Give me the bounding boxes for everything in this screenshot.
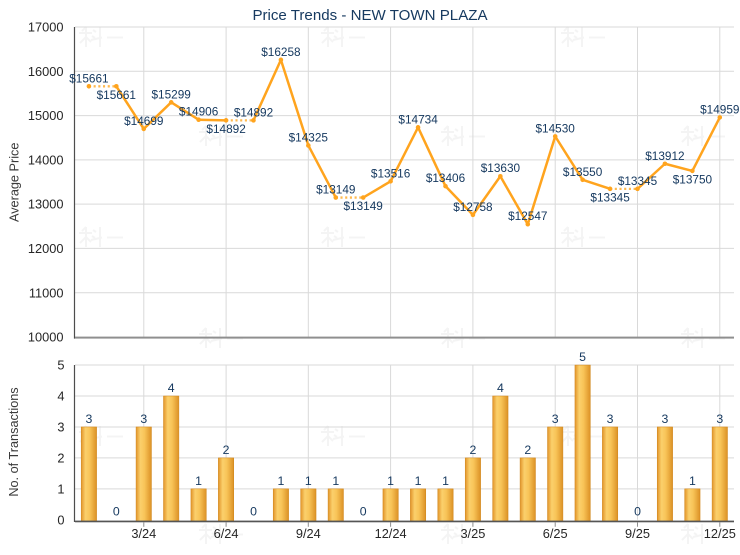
svg-text:1: 1 xyxy=(277,474,284,488)
svg-text:$13345: $13345 xyxy=(590,190,630,204)
svg-text:12000: 12000 xyxy=(28,241,64,256)
svg-text:$15299: $15299 xyxy=(152,87,191,101)
svg-text:$14959: $14959 xyxy=(700,102,739,116)
svg-text:5: 5 xyxy=(579,350,586,364)
svg-text:$13750: $13750 xyxy=(673,172,713,186)
svg-text:$13149: $13149 xyxy=(316,183,355,197)
svg-text:14000: 14000 xyxy=(28,153,64,168)
svg-text:2: 2 xyxy=(223,443,230,457)
svg-text:$13345: $13345 xyxy=(618,174,658,188)
svg-text:2: 2 xyxy=(469,443,476,457)
svg-text:$14734: $14734 xyxy=(398,112,438,126)
svg-text:$14699: $14699 xyxy=(124,114,163,128)
svg-text:17000: 17000 xyxy=(28,20,64,35)
svg-text:$14530: $14530 xyxy=(536,121,576,135)
svg-text:Price Trends - NEW TOWN PLAZA: Price Trends - NEW TOWN PLAZA xyxy=(252,7,488,24)
svg-text:1: 1 xyxy=(305,474,312,488)
svg-text:$12758: $12758 xyxy=(453,200,493,214)
svg-text:6/24: 6/24 xyxy=(214,526,239,541)
svg-text:$13149: $13149 xyxy=(344,199,383,213)
svg-text:13000: 13000 xyxy=(28,197,64,212)
svg-text:$13516: $13516 xyxy=(371,166,411,180)
svg-text:12/24: 12/24 xyxy=(375,526,407,541)
svg-text:1: 1 xyxy=(332,474,339,488)
svg-text:1: 1 xyxy=(415,474,422,488)
svg-text:$12547: $12547 xyxy=(508,209,547,223)
svg-text:$16258: $16258 xyxy=(261,45,301,59)
svg-text:$13550: $13550 xyxy=(563,165,603,179)
svg-text:4: 4 xyxy=(57,389,64,404)
svg-text:3: 3 xyxy=(85,412,92,426)
svg-text:0: 0 xyxy=(250,505,257,519)
svg-text:2: 2 xyxy=(524,443,531,457)
svg-text:11000: 11000 xyxy=(29,285,64,300)
svg-text:4: 4 xyxy=(497,381,504,395)
svg-text:3: 3 xyxy=(607,412,614,426)
svg-text:9/24: 9/24 xyxy=(296,526,321,541)
svg-text:9/25: 9/25 xyxy=(625,526,650,541)
svg-text:$13630: $13630 xyxy=(481,161,521,175)
svg-text:0: 0 xyxy=(57,512,64,527)
svg-text:10000: 10000 xyxy=(28,330,64,345)
svg-text:$13406: $13406 xyxy=(426,171,466,185)
svg-text:3: 3 xyxy=(716,412,723,426)
svg-text:1: 1 xyxy=(195,474,202,488)
svg-text:15000: 15000 xyxy=(28,108,64,123)
svg-text:0: 0 xyxy=(360,505,367,519)
svg-text:1: 1 xyxy=(442,474,449,488)
svg-text:0: 0 xyxy=(113,505,120,519)
svg-text:3: 3 xyxy=(57,420,64,435)
svg-text:$14906: $14906 xyxy=(179,105,219,119)
svg-text:5: 5 xyxy=(57,358,64,373)
svg-text:3: 3 xyxy=(552,412,559,426)
svg-text:4: 4 xyxy=(168,381,175,395)
svg-text:$14325: $14325 xyxy=(289,131,329,145)
svg-text:No. of Transactions: No. of Transactions xyxy=(7,387,21,496)
svg-text:3/25: 3/25 xyxy=(460,526,485,541)
svg-text:1: 1 xyxy=(387,474,394,488)
svg-text:$13912: $13912 xyxy=(645,149,684,163)
svg-text:3: 3 xyxy=(140,412,147,426)
svg-text:6/25: 6/25 xyxy=(543,526,568,541)
svg-text:$15661: $15661 xyxy=(69,71,108,85)
svg-text:1: 1 xyxy=(57,481,64,496)
svg-text:0: 0 xyxy=(634,505,641,519)
svg-text:$15661: $15661 xyxy=(97,88,136,102)
svg-text:1: 1 xyxy=(689,474,696,488)
svg-text:$14892: $14892 xyxy=(234,105,273,119)
svg-text:3/24: 3/24 xyxy=(131,526,156,541)
svg-text:16000: 16000 xyxy=(28,64,64,79)
svg-text:$14892: $14892 xyxy=(206,122,245,136)
svg-text:3: 3 xyxy=(661,412,668,426)
svg-text:12/25: 12/25 xyxy=(704,526,736,541)
svg-text:2: 2 xyxy=(57,451,64,466)
svg-text:Average Price: Average Price xyxy=(8,143,22,222)
